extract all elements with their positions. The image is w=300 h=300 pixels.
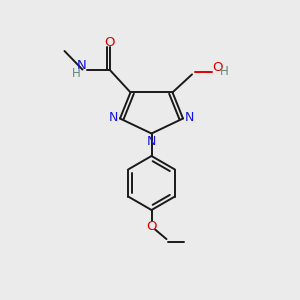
Text: O: O [146,220,157,233]
Text: N: N [147,135,156,148]
Text: H: H [220,65,229,78]
Text: O: O [212,61,223,74]
Text: H: H [71,67,80,80]
Text: O: O [104,35,115,49]
Text: N: N [77,59,87,72]
Text: N: N [109,111,118,124]
Text: N: N [185,111,194,124]
